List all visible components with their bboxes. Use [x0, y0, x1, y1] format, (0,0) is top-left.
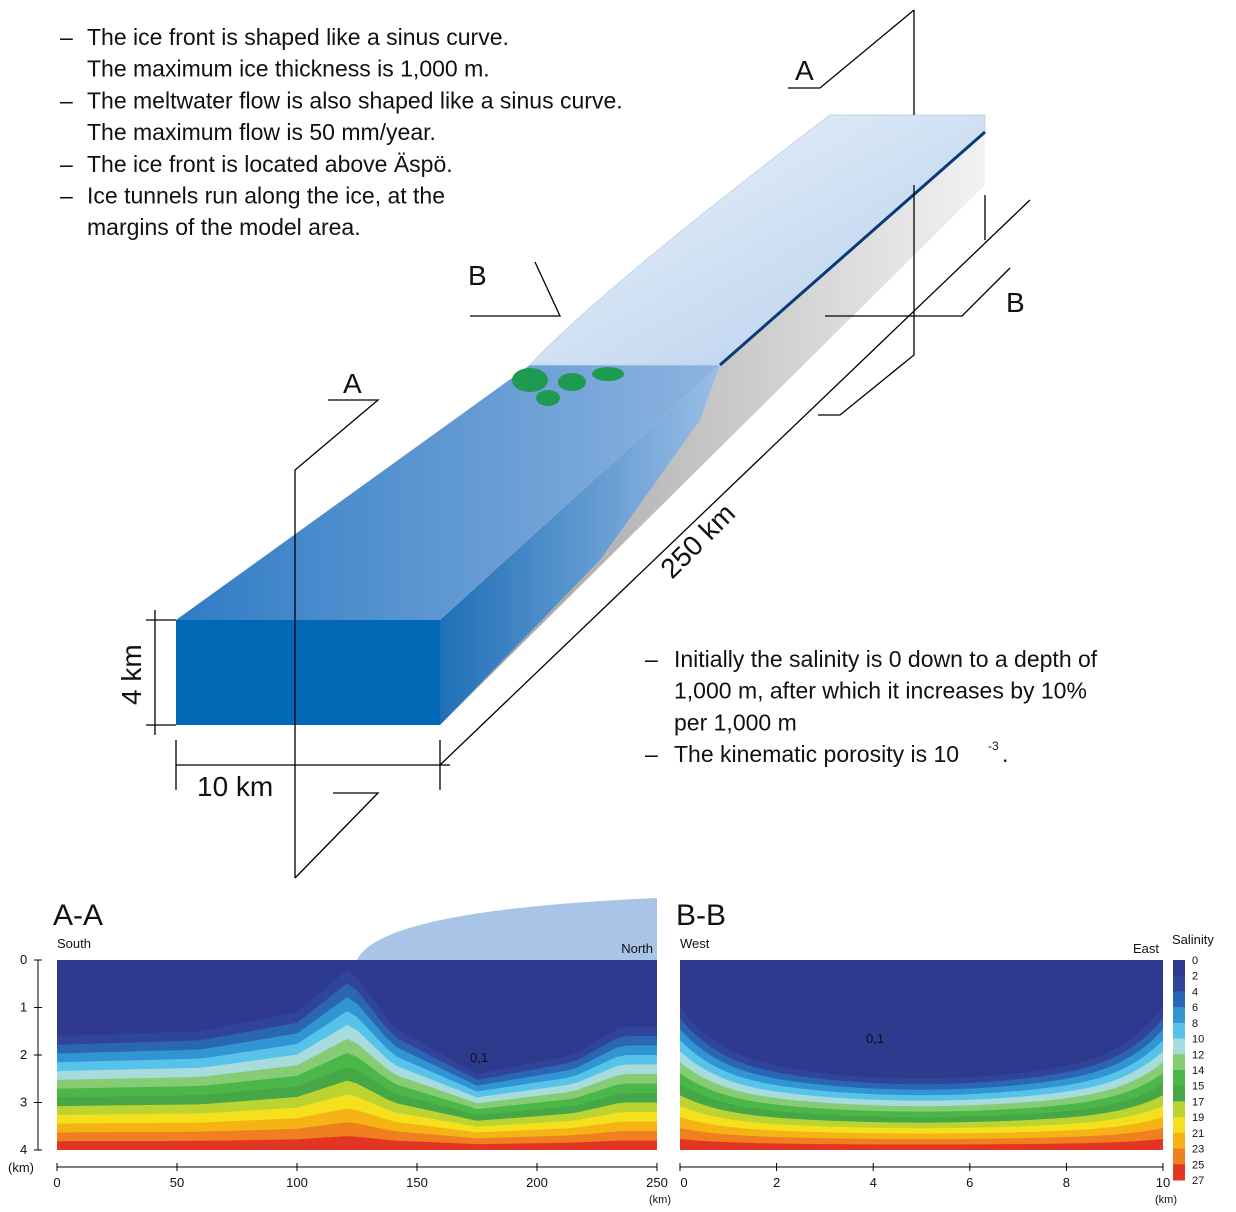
width-label: 10 km [197, 771, 273, 802]
ice-cap [357, 898, 657, 960]
note-line: The kinematic porosity is 10 [674, 741, 959, 767]
legend-tick: 23 [1192, 1144, 1204, 1156]
side-label: East [1133, 941, 1159, 956]
note-line: Initially the salinity is 0 down to a de… [674, 646, 1098, 672]
section-title: B-B [676, 899, 726, 932]
legend-tick: 8 [1192, 1018, 1198, 1030]
note-line: Ice tunnels run along the ice, at the [87, 183, 445, 209]
legend-swatch [1173, 1086, 1185, 1102]
section-label: B [468, 260, 487, 291]
legend-tick: 10 [1192, 1034, 1204, 1046]
dash: – [60, 24, 73, 50]
legend-swatch [1173, 1133, 1185, 1149]
side-label: West [680, 936, 710, 951]
note-line: 1,000 m, after which it increases by 10% [674, 678, 1087, 704]
side-label: North [621, 941, 653, 956]
y-tick-label: 0 [20, 952, 27, 967]
x-unit: (km) [1155, 1194, 1177, 1206]
legend-swatch [1173, 1117, 1185, 1133]
note-line: The meltwater flow is also shaped like a… [87, 87, 623, 113]
dash: – [645, 646, 658, 672]
length-label: 250 km [654, 497, 741, 584]
dash: – [60, 151, 73, 177]
note-line: margins of the model area. [87, 214, 361, 240]
x-tick-label: 200 [526, 1175, 548, 1190]
note-line: The ice front is located above Äspö. [87, 151, 453, 177]
y-tick-label: 3 [20, 1095, 27, 1110]
diagram: –The ice front is shaped like a sinus cu… [0, 0, 1236, 1207]
note-line: per 1,000 m [674, 709, 797, 735]
legend-swatch [1173, 991, 1185, 1007]
legend-tick: 25 [1192, 1159, 1204, 1171]
legend-tick: 17 [1192, 1096, 1204, 1108]
x-tick-label: 2 [773, 1175, 780, 1190]
legend-tick: 14 [1192, 1065, 1204, 1077]
legend-swatch [1173, 1070, 1185, 1086]
x-tick-label: 100 [286, 1175, 308, 1190]
x-tick-label: 10 [1156, 1175, 1170, 1190]
note-line: The ice front is shaped like a sinus cur… [87, 24, 509, 50]
x-tick-label: 0 [680, 1175, 687, 1190]
legend-tick: 2 [1192, 971, 1198, 983]
legend-title: Salinity [1172, 932, 1214, 947]
note-line: The maximum flow is 50 mm/year. [87, 119, 436, 145]
legend-swatch [1173, 960, 1185, 976]
legend-tick: 6 [1192, 1002, 1198, 1014]
x-tick-label: 150 [406, 1175, 428, 1190]
dash: – [60, 183, 73, 209]
legend-swatch [1173, 1039, 1185, 1055]
section-label: A [343, 368, 362, 399]
legend-tick: 0 [1192, 955, 1198, 967]
legend-swatch [1173, 976, 1185, 992]
legend-swatch [1173, 1023, 1185, 1039]
section-title: A-A [53, 899, 103, 932]
x-tick-label: 6 [966, 1175, 973, 1190]
legend-swatch [1173, 1054, 1185, 1070]
x-tick-label: 250 [646, 1175, 668, 1190]
y-tick-label: 1 [20, 1000, 27, 1015]
legend-swatch [1173, 1164, 1185, 1180]
dash: – [645, 741, 658, 767]
legend-tick: 12 [1192, 1049, 1204, 1061]
dash: – [60, 87, 73, 113]
contour-label: 0,1 [470, 1050, 488, 1065]
y-tick-label: 4 [20, 1142, 27, 1157]
y-tick-label: 2 [20, 1047, 27, 1062]
legend-swatch [1173, 1149, 1185, 1165]
legend-swatch [1173, 1007, 1185, 1023]
x-tick-label: 0 [53, 1175, 60, 1190]
depth-label: 4 km [116, 644, 147, 705]
note-end: . [1002, 741, 1008, 767]
legend-tick: 19 [1192, 1112, 1204, 1124]
legend-tick: 15 [1192, 1081, 1204, 1093]
x-tick-label: 8 [1063, 1175, 1070, 1190]
legend-tick: 4 [1192, 986, 1198, 998]
x-tick-label: 50 [170, 1175, 184, 1190]
x-tick-label: 4 [870, 1175, 877, 1190]
contour-label: 0,1 [866, 1031, 884, 1046]
legend-swatch [1173, 1101, 1185, 1117]
section-label: A [795, 55, 814, 86]
note-line: The maximum ice thickness is 1,000 m. [87, 56, 490, 82]
y-unit: (km) [8, 1160, 34, 1175]
legend-tick: 27 [1192, 1175, 1204, 1187]
exponent: -3 [988, 739, 999, 753]
side-label: South [57, 936, 91, 951]
legend-tick: 21 [1192, 1128, 1204, 1140]
section-label: B [1006, 287, 1025, 318]
x-unit: (km) [649, 1194, 671, 1206]
